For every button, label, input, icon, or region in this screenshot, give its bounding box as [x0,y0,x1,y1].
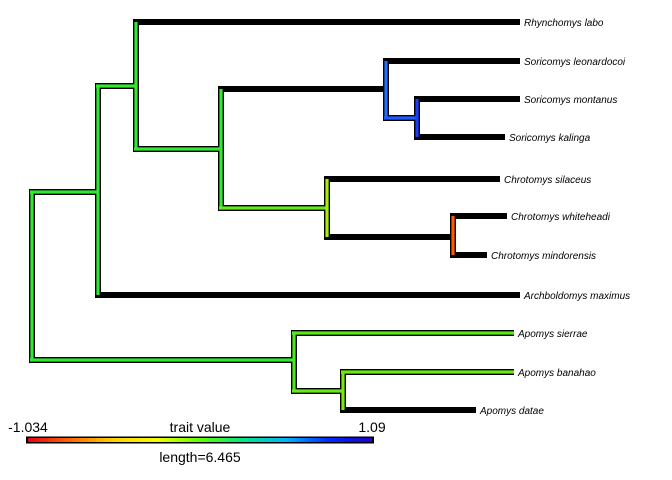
tip-label-apomys-banahao: Apomys banahao [517,368,596,379]
tip-label-apomys-sierrae: Apomys sierrae [517,329,588,340]
tip-label-soricomys-kalinga: Soricomys kalinga [509,133,591,144]
tree-branches [29,19,520,413]
branch-outlines [29,19,520,413]
tip-label-soricomys-montanus: Soricomys montanus [524,95,617,106]
color-legend: -1.034 trait value 1.09 length=6.465 [8,419,386,465]
tip-label-soricomys-leonardocoi: Soricomys leonardocoi [524,57,626,68]
legend-max-label: 1.09 [358,419,385,435]
tip-label-apomys-datae: Apomys datae [479,406,544,417]
tip-label-chrotomys-whiteheadi: Chrotomys whiteheadi [511,212,611,223]
legend-colorbar [28,438,372,442]
tip-label-archboldomys-maximus: Archboldomys maximus [523,291,630,302]
legend-min-label: -1.034 [8,419,48,435]
legend-title: trait value [170,419,231,435]
tip-label-chrotomys-mindorensis: Chrotomys mindorensis [491,251,596,262]
legend-length-label: length=6.465 [159,449,241,465]
tip-label-rhynchomys-labo: Rhynchomys labo [524,18,604,29]
branch-colors [30,20,520,412]
tip-labels: Rhynchomys labo Soricomys leonardocoi So… [479,18,630,417]
tip-label-chrotomys-silaceus: Chrotomys silaceus [504,175,591,186]
